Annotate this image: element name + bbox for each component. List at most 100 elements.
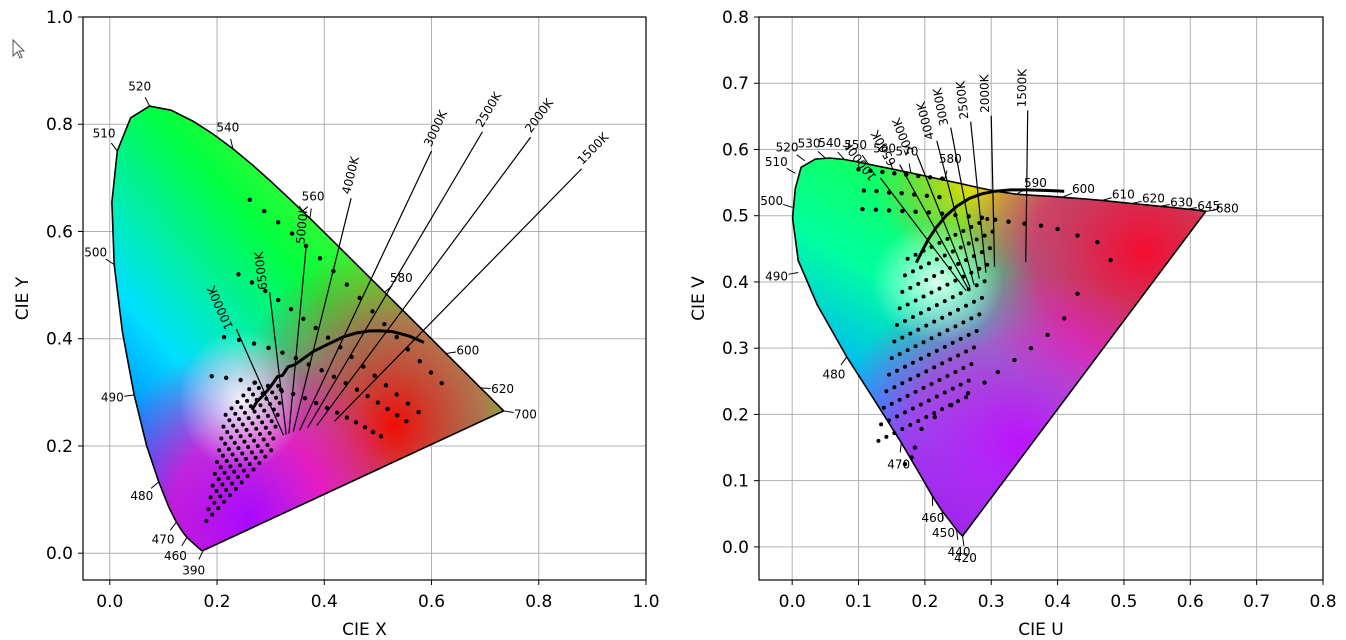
wavelength-tick [1016,188,1026,195]
sample-dot [950,386,955,391]
y-tick-label: 0.2 [46,437,73,457]
sample-dot [245,473,250,478]
x-axis-title: CIE U [1018,620,1063,640]
x-tick-label: 0.3 [978,592,1005,612]
isotherm-line [950,127,980,279]
wavelength-label: 630 [1170,195,1193,209]
sample-dot [876,438,881,443]
sample-dot [325,335,331,340]
sample-dot [958,382,963,387]
sample-dot [860,206,865,212]
sample-dot [232,469,237,474]
wavelength-label: 610 [1112,188,1135,202]
x-tick-label: 0.8 [1309,592,1336,612]
sample-dot [261,437,266,442]
x-tick-label: 0.8 [525,592,552,612]
y-axis-title: CIE Y [13,276,33,320]
sample-dot [250,421,255,426]
sample-dot [892,171,897,176]
sample-dot [252,438,257,443]
wavelength-label: 540 [216,120,239,134]
sample-dot [241,468,246,473]
sample-dot [900,426,905,431]
sample-dot [219,436,224,441]
wavelength-tick [941,511,944,522]
sample-dot [354,387,360,392]
sample-dot [948,311,953,316]
sample-dot [926,261,931,266]
sample-dot [269,419,274,424]
sample-dot [934,257,939,262]
sample-dot [982,233,987,238]
sample-dot [244,456,249,461]
sample-dot [921,294,926,299]
sample-dot [208,495,213,500]
sample-dot [209,374,214,379]
wavelength-label: 470 [887,458,910,472]
sample-dot [254,426,259,431]
sample-dot [221,424,226,429]
sample-dot [1022,221,1027,226]
wavelength-tick [788,271,799,275]
sample-dot [280,350,285,355]
sample-dot [288,307,294,312]
sample-dot [913,209,918,214]
sample-dot [247,387,252,392]
sample-dot [257,432,262,437]
wavelength-tick [480,387,491,389]
sample-dot [222,470,227,475]
sample-dot [940,270,945,275]
sample-dot [218,465,223,470]
sample-dot [319,368,324,373]
sample-dot [238,434,243,439]
sample-dot [974,237,979,242]
sample-dot [405,401,411,406]
sample-dot [263,288,268,294]
sample-dot [265,442,270,447]
wavelength-label: 460 [922,511,945,525]
wavelength-tick [908,163,912,174]
sample-dot [889,356,894,361]
sample-dot [958,291,963,296]
sample-dot [926,307,931,312]
wavelength-label: 530 [798,136,821,150]
sample-dot [215,460,220,465]
wavelength-tick [956,529,959,540]
sample-dot [206,507,211,512]
sample-dot [905,393,910,398]
y-tick-label: 0.0 [722,538,749,558]
sample-dot [276,383,281,388]
y-tick-label: 0.1 [722,472,749,492]
sample-dots-uv [856,167,1113,467]
wavelength-tick [150,481,160,489]
sample-dot [250,392,255,397]
cursor-arrow-icon [12,38,26,59]
sample-dot [383,383,389,388]
sample-dot [932,365,937,370]
sample-dot [937,286,942,291]
sample-dot [236,446,241,451]
sample-dot [926,352,931,357]
sample-dot [289,231,295,236]
sample-dot [248,433,253,438]
sample-dot [246,445,251,450]
sample-dot [979,250,984,255]
wavelength-tick [445,351,456,354]
sample-dot [265,413,270,418]
wavelength-label: 540 [818,136,841,150]
sample-dot [417,359,422,364]
sample-dot [880,169,885,175]
sample-dot [909,455,914,460]
wavelength-label: 510 [93,126,116,140]
sample-dot [971,299,976,304]
sample-dot [987,246,992,251]
sample-dot [249,280,255,285]
sample-dot [942,344,947,349]
sample-dot [921,385,926,390]
sample-dot [979,295,984,300]
x-tick-label: 0.0 [96,592,123,612]
sample-dot [1062,316,1067,321]
sample-dot [247,197,252,203]
sample-dot [953,278,958,283]
y-tick-label: 0.4 [722,273,749,293]
